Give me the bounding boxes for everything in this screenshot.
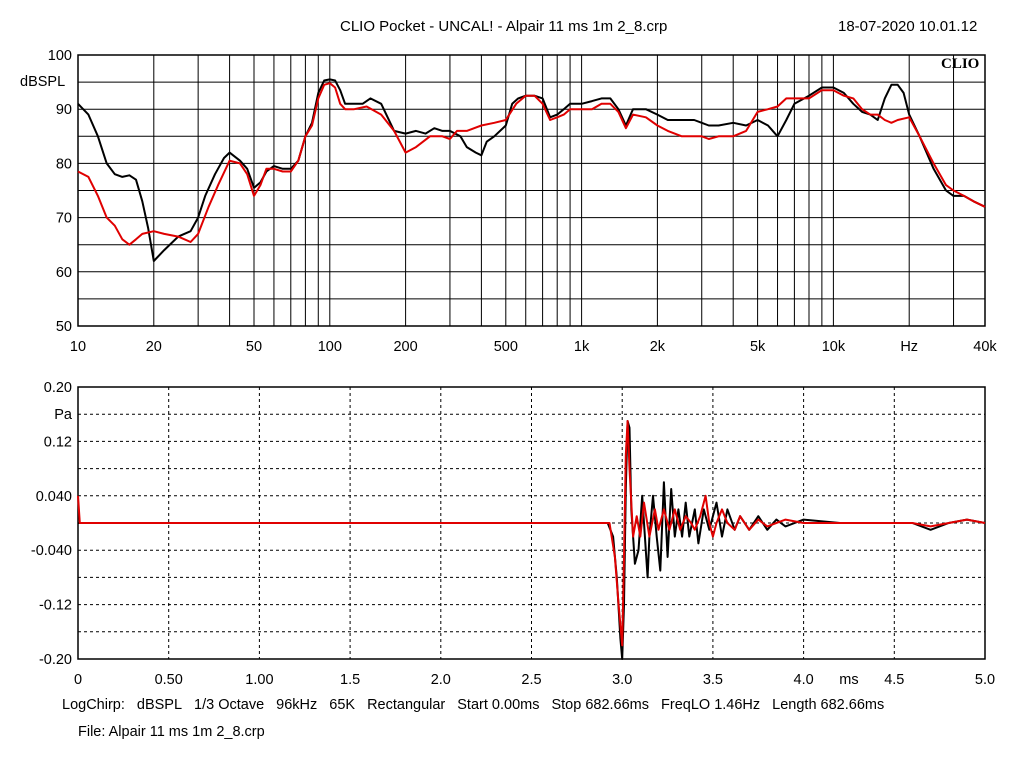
x-tick-label: 1k <box>574 339 590 355</box>
frequency-response-series <box>77 78 986 262</box>
x-tick-label: 4.5 <box>884 672 904 688</box>
y-tick-label: 0.040 <box>36 489 72 505</box>
impulse-response-ticks: 0 0.50 1.00 1.5 2.0 2.5 3.0 3.5 4.0 ms 4.5 5.0 0.20 P… <box>31 380 995 688</box>
series-red-line <box>77 420 986 647</box>
x-tick-label: 2.0 <box>431 672 451 688</box>
x-tick-label: 100 <box>318 339 342 355</box>
x-tick-label: 3.5 <box>703 672 723 688</box>
setting-item: Length 682.66ms <box>772 697 885 713</box>
y-tick-label: -0.040 <box>31 543 72 559</box>
setting-item: FreqLO 1.46Hz <box>661 697 761 713</box>
y-tick-label: 80 <box>56 156 72 172</box>
chart-title: CLIO Pocket - UNCAL! - Alpair 11 ms 1m 2… <box>340 18 668 35</box>
x-tick-label: 20 <box>146 339 162 355</box>
y-tick-label: -0.12 <box>39 598 72 614</box>
x-tick-label: 40k <box>973 339 997 355</box>
x-tick-label: 2.5 <box>521 672 541 688</box>
x-tick-label: 200 <box>393 339 417 355</box>
y-tick-label: 60 <box>56 265 72 281</box>
setting-item: 65K <box>329 697 356 713</box>
x-tick-label: 4.0 <box>794 672 814 688</box>
x-tick-label: Hz <box>900 339 918 355</box>
x-tick-label: 0.50 <box>155 672 183 688</box>
x-tick-label: 10 <box>70 339 86 355</box>
y-tick-label: 50 <box>56 319 72 335</box>
y-tick-label: 0.20 <box>44 380 72 396</box>
x-tick-label: ms <box>839 672 858 688</box>
y-tick-label: 70 <box>56 211 72 227</box>
x-tick-label: 2k <box>650 339 666 355</box>
x-tick-label: 5.0 <box>975 672 995 688</box>
frequency-response-grid <box>77 54 986 327</box>
x-tick-label: 50 <box>246 339 262 355</box>
y-tick-label: 90 <box>56 102 72 118</box>
setting-item: dBSPL <box>136 697 183 713</box>
setting-item: Start 0.00ms <box>457 697 540 713</box>
y-tick-label: -0.20 <box>39 652 72 668</box>
measurement-datetime: 18-07-2020 10.01.12 <box>838 18 978 35</box>
x-tick-label: 10k <box>822 339 846 355</box>
y-tick-label: Pa <box>54 407 73 423</box>
x-tick-label: 1.00 <box>245 672 273 688</box>
y-tick-label: 100 <box>48 48 72 64</box>
x-tick-label: 3.0 <box>612 672 632 688</box>
impulse-response-series <box>77 420 986 660</box>
setting-item: 96kHz <box>276 697 318 713</box>
setting-item: 1/3 Octave <box>194 697 265 713</box>
y-tick-label: 0.12 <box>44 434 72 450</box>
frequency-response-ylabel: dBSPL <box>20 74 65 90</box>
clio-logo: CLIO <box>941 56 979 72</box>
x-tick-label: 0 <box>74 672 82 688</box>
frequency-response-ticks: 10 20 50 100 200 500 1k 2k 5k 10k Hz 40k 100 90 80 70 60… <box>48 48 998 355</box>
x-tick-label: 1.5 <box>340 672 360 688</box>
file-name: File: Alpair 11 ms 1m 2_8.crp <box>78 724 265 740</box>
frequency-response-frame <box>77 54 986 327</box>
measurement-settings: LogChirp: dBSPL 1/3 Octave 96kHz 65K Rectangu… <box>62 697 896 713</box>
setting-item: Rectangular <box>367 697 446 713</box>
series-black-line <box>77 78 986 262</box>
setting-item: Stop 682.66ms <box>551 697 650 713</box>
series-red-line <box>77 82 986 246</box>
x-tick-label: 5k <box>750 339 766 355</box>
x-tick-label: 500 <box>494 339 518 355</box>
setting-item: LogChirp: <box>62 697 125 713</box>
